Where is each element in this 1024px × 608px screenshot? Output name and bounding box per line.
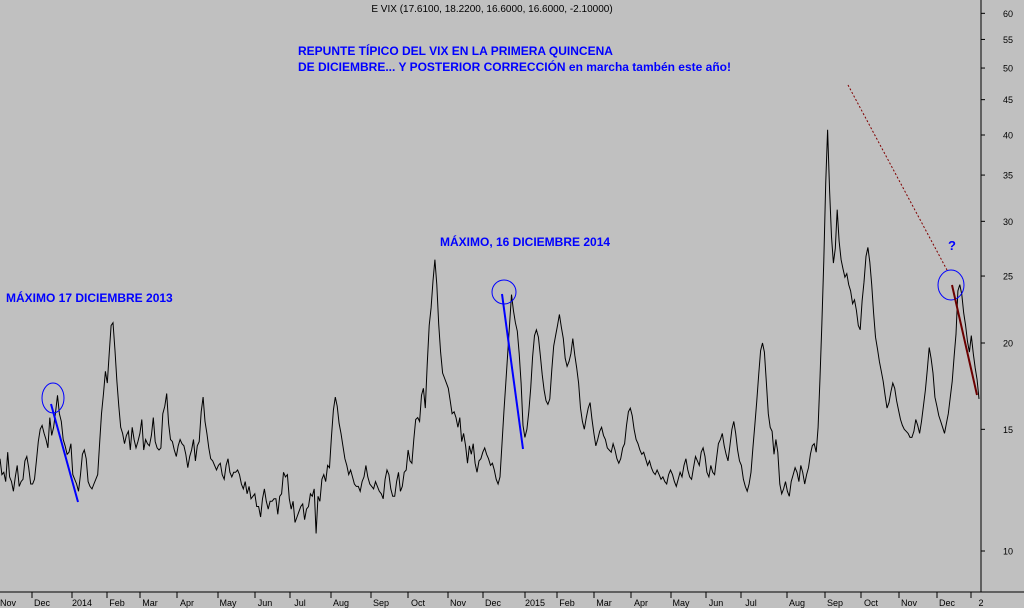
- y-axis: 10 15 20 25 30 35 40 45 50 55 60: [981, 9, 1013, 557]
- x-tick-label: Nov: [0, 598, 16, 608]
- x-tick-label: 2015: [525, 598, 545, 608]
- x-tick-label: Oct: [411, 598, 426, 608]
- x-tick-label: Nov: [901, 598, 918, 608]
- x-tick-label: Jul: [294, 598, 306, 608]
- vix-price-line: [0, 129, 980, 534]
- y-tick-label: 25: [1003, 272, 1013, 282]
- x-tick-label: Feb: [109, 598, 125, 608]
- correction-line-2014: [501, 293, 524, 450]
- x-axis: Nov Dec 2014 Feb Mar Apr May Jun Jul Aug Sep Oct Nov…: [0, 592, 984, 608]
- y-tick-label: 50: [1003, 64, 1013, 74]
- x-tick-label: Dec: [939, 598, 956, 608]
- x-tick-label: Apr: [180, 598, 194, 608]
- chart-title: E VIX (17.6100, 18.2200, 16.6000, 16.600…: [371, 4, 612, 15]
- y-tick-label: 15: [1003, 425, 1013, 435]
- x-tick-label: Aug: [789, 598, 805, 608]
- x-tick-label: Jun: [709, 598, 724, 608]
- y-tick-label: 30: [1003, 217, 1013, 227]
- x-tick-label: Aug: [333, 598, 349, 608]
- correction-line-2015: [951, 284, 978, 396]
- x-tick-label: Jul: [745, 598, 757, 608]
- x-tick-label: Nov: [450, 598, 467, 608]
- y-tick-label: 40: [1003, 131, 1013, 141]
- question-mark: ?: [948, 238, 956, 253]
- dotted-trend-line: [847, 84, 948, 271]
- x-tick-label: Sep: [827, 598, 843, 608]
- x-tick-label: May: [219, 598, 237, 608]
- x-tick-label: Mar: [596, 598, 612, 608]
- x-tick-label: May: [672, 598, 690, 608]
- y-tick-label: 60: [1003, 9, 1013, 19]
- x-tick-label: Feb: [559, 598, 575, 608]
- x-tick-label: Sep: [373, 598, 389, 608]
- x-tick-label: 2: [978, 598, 983, 608]
- peak-2014-label: MÁXIMO, 16 DICIEMBRE 2014: [440, 234, 610, 249]
- y-tick-label: 10: [1003, 547, 1013, 557]
- headline-line-1: REPUNTE TÍPICO DEL VIX EN LA PRIMERA QUI…: [298, 43, 613, 58]
- x-tick-label: Oct: [864, 598, 879, 608]
- x-tick-label: Apr: [634, 598, 648, 608]
- y-tick-label: 35: [1003, 171, 1013, 181]
- y-tick-label: 20: [1003, 339, 1013, 349]
- x-tick-label: Jun: [258, 598, 273, 608]
- headline-line-2: DE DICIEMBRE... Y POSTERIOR CORRECCIÓN e…: [298, 59, 731, 74]
- y-tick-label: 55: [1003, 35, 1013, 45]
- x-tick-label: Dec: [34, 598, 51, 608]
- peak-2015-circle: [937, 269, 965, 301]
- y-tick-label: 45: [1003, 95, 1013, 105]
- peak-2013-label: MÁXIMO 17 DICIEMBRE 2013: [6, 290, 173, 305]
- x-tick-label: Dec: [485, 598, 502, 608]
- x-tick-label: 2014: [72, 598, 92, 608]
- x-tick-label: Mar: [142, 598, 158, 608]
- correction-line-2013: [50, 403, 79, 503]
